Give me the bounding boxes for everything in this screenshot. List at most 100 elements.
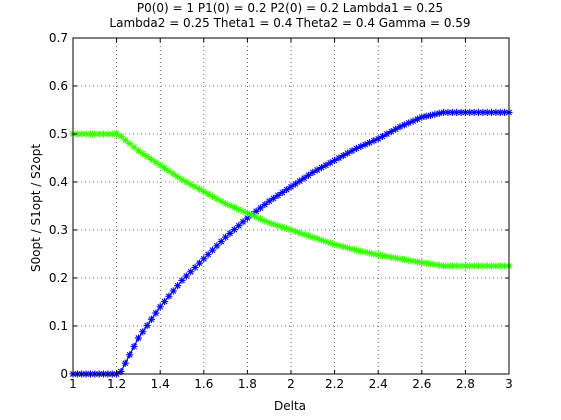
series-2-point bbox=[444, 262, 452, 270]
marker-stroke bbox=[165, 293, 172, 300]
x-tick-label: 2.6 bbox=[412, 377, 431, 391]
marker-stroke bbox=[336, 242, 342, 249]
marker-stroke bbox=[87, 131, 94, 137]
marker-stroke bbox=[96, 131, 103, 137]
marker-stroke bbox=[366, 250, 373, 256]
marker-stroke bbox=[449, 263, 456, 269]
x-tick-label: 2 bbox=[287, 377, 295, 391]
marker-stroke bbox=[157, 303, 164, 310]
series-1-point bbox=[274, 191, 282, 200]
marker-stroke bbox=[183, 179, 190, 185]
marker-stroke bbox=[466, 109, 473, 116]
marker-stroke bbox=[453, 263, 460, 269]
y-tick-label: 0.7 bbox=[49, 31, 68, 45]
marker-stroke bbox=[392, 126, 399, 133]
marker-stroke bbox=[192, 264, 199, 271]
marker-stroke bbox=[471, 263, 478, 269]
x-axis-label: Delta bbox=[274, 399, 306, 413]
marker-stroke bbox=[165, 168, 172, 174]
series-1-point bbox=[243, 214, 251, 222]
marker-stroke bbox=[100, 131, 107, 137]
series-2-point bbox=[152, 158, 160, 166]
marker-stroke bbox=[340, 152, 347, 159]
series-1-point bbox=[143, 321, 151, 330]
marker-stroke bbox=[305, 232, 312, 239]
series-1-point bbox=[418, 113, 426, 121]
series-1-point bbox=[174, 282, 182, 290]
marker-stroke bbox=[305, 172, 312, 179]
series-2-point bbox=[357, 247, 365, 255]
marker-stroke bbox=[218, 238, 225, 245]
marker-stroke bbox=[449, 109, 456, 116]
series-2-point bbox=[335, 241, 343, 250]
series-2-point bbox=[200, 188, 208, 196]
series-1-point bbox=[147, 315, 156, 323]
x-tick-label: 1.8 bbox=[238, 377, 257, 391]
marker-stroke bbox=[139, 328, 146, 335]
marker-stroke bbox=[301, 175, 308, 182]
marker-stroke bbox=[213, 242, 220, 249]
marker-stroke bbox=[492, 263, 499, 269]
marker-stroke bbox=[497, 109, 504, 116]
marker-stroke bbox=[152, 159, 159, 166]
series-2-point bbox=[440, 262, 448, 270]
marker-stroke bbox=[327, 159, 334, 166]
marker-stroke bbox=[445, 109, 451, 116]
marker-stroke bbox=[453, 109, 460, 116]
series-2-point bbox=[400, 255, 408, 264]
marker-stroke bbox=[235, 206, 242, 213]
series-1-point bbox=[204, 250, 212, 259]
series-1-point bbox=[121, 359, 129, 367]
series-1-point bbox=[426, 111, 435, 119]
series-1-point bbox=[331, 156, 339, 164]
series-1-point bbox=[466, 108, 474, 116]
series-1-point bbox=[296, 177, 304, 185]
series-1-point bbox=[283, 186, 291, 194]
marker-stroke bbox=[196, 260, 203, 267]
marker-stroke bbox=[314, 235, 321, 242]
series-1-point bbox=[130, 342, 138, 350]
marker-stroke bbox=[488, 263, 495, 269]
marker-stroke bbox=[113, 131, 120, 137]
series-2-point bbox=[86, 130, 95, 138]
y-axis-label: S0opt / S1opt / S2opt bbox=[29, 144, 43, 272]
series-1-point bbox=[422, 112, 430, 120]
marker-stroke bbox=[161, 165, 168, 172]
series-1-point bbox=[208, 246, 217, 254]
series-1-point bbox=[413, 115, 422, 123]
series-2-point bbox=[165, 167, 173, 175]
marker-stroke bbox=[126, 351, 133, 358]
marker-stroke bbox=[135, 335, 142, 341]
series-2-point bbox=[174, 173, 182, 181]
series-1-point bbox=[265, 197, 273, 205]
marker-stroke bbox=[187, 181, 194, 188]
marker-stroke bbox=[410, 258, 417, 265]
marker-stroke bbox=[440, 109, 447, 116]
series-2-point bbox=[370, 250, 378, 258]
series-2-point bbox=[383, 252, 391, 261]
marker-stroke bbox=[227, 202, 233, 209]
marker-stroke bbox=[152, 310, 159, 316]
marker-stroke bbox=[479, 109, 486, 116]
series-1-point bbox=[492, 108, 500, 116]
series-2-markers bbox=[69, 130, 513, 270]
marker-stroke bbox=[213, 195, 220, 202]
series-2-point bbox=[169, 170, 177, 178]
marker-stroke bbox=[484, 109, 491, 116]
series-1-point bbox=[378, 132, 387, 140]
marker-stroke bbox=[274, 192, 281, 199]
marker-stroke bbox=[179, 277, 185, 284]
marker-stroke bbox=[122, 360, 129, 367]
marker-stroke bbox=[340, 243, 347, 250]
marker-stroke bbox=[209, 193, 216, 200]
marker-stroke bbox=[445, 263, 451, 269]
marker-stroke bbox=[475, 263, 482, 269]
series-1-point bbox=[169, 287, 177, 295]
marker-stroke bbox=[144, 153, 151, 160]
series-1-point bbox=[269, 194, 278, 202]
marker-stroke bbox=[440, 263, 447, 269]
marker-stroke bbox=[501, 263, 508, 269]
marker-stroke bbox=[253, 214, 260, 220]
marker-stroke bbox=[370, 251, 377, 257]
marker-stroke bbox=[161, 298, 168, 305]
